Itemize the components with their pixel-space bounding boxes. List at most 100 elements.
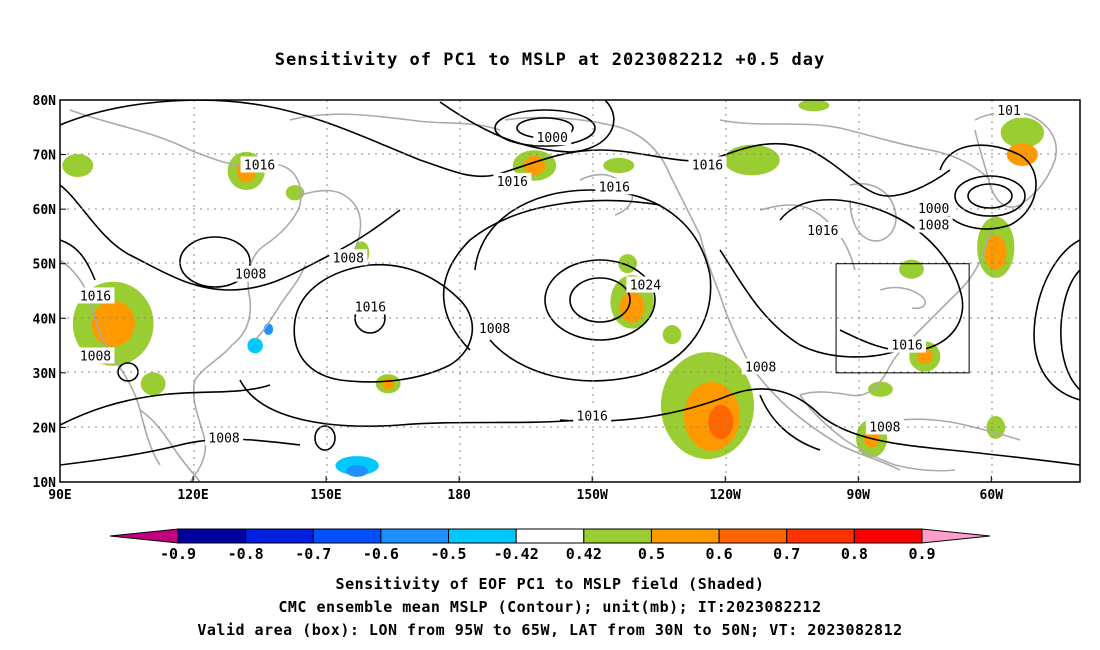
coastline-layer [60,109,1057,482]
colorbar-label-4: -0.5 [430,545,466,563]
colorbar-segment-8 [718,528,788,544]
lon-tick-label-7: 60W [980,488,1004,503]
colorbar-low-triangle [109,528,179,544]
colorbar-label-11: 0.9 [908,545,935,563]
contour-label-bg-15 [76,347,115,364]
contour-label-bg-3 [240,156,279,173]
grid-layer [60,100,1080,482]
contour-label-bg-9 [231,265,270,282]
contour-label-bg-14 [475,320,514,337]
shaded-area-26 [62,154,94,177]
colorbar-label-8: 0.6 [706,545,733,563]
colorbar-label-9: 0.7 [773,545,800,563]
shaded-area-33 [868,381,893,397]
lon-tick-label-3: 180 [447,488,471,503]
colorbar-segment-4 [448,528,517,544]
contour-label-bg-17 [741,358,780,375]
contour-label-3: 1016 [244,158,275,173]
valid-area-box [835,263,970,374]
contour-label-17: 1008 [745,360,776,375]
shaded-area-22 [381,378,395,390]
shaded-area-13 [984,235,1007,270]
contour-label-18: 1016 [891,339,922,354]
colorbar-segment-0 [177,528,247,544]
colorbar-segment-1 [245,528,314,544]
shaded-area-37 [247,337,263,354]
contour-label-11: 1016 [80,289,111,304]
colorbar-label-10: 0.8 [841,545,868,563]
contour-label-13: 1024 [630,279,661,294]
colorbar-segment-5 [515,528,585,544]
colorbar-high-triangle [921,528,991,544]
contour-label-0: 1000 [537,131,568,146]
colorbar-label-7: 0.5 [638,545,665,563]
contour-label-12: 1016 [355,300,386,315]
map-title: Sensitivity of PC1 to MSLP at 2023082212… [274,50,826,70]
contour-label-7: 1008 [918,219,949,234]
lat-tick-label-5: 60N [33,203,57,218]
caption-valid-area: Valid area (box): LON from 95W to 65W, L… [197,621,903,639]
colorbar-label-0: -0.9 [160,545,196,563]
lon-tick-label-6: 90W [847,488,871,503]
contour-label-9: 1008 [235,268,266,283]
shaded-area-19 [1000,117,1045,149]
shaded-area-29 [603,157,635,174]
shaded-area-28 [798,100,830,112]
contour-label-14: 1008 [479,322,510,337]
lon-tick-label-4: 150W [577,488,608,503]
colorbar-label-2: -0.7 [295,545,331,563]
lat-tick-label-0: 10N [33,476,57,491]
contour-label-15: 1008 [80,349,111,364]
contour-label-bg-20 [205,429,244,446]
lat-tick-label-6: 70N [33,149,57,164]
contour-label-bg-13 [626,276,665,293]
lon-tick-label-2: 150E [310,488,341,503]
colorbar-label-3: -0.6 [363,545,399,563]
shaded-area-35 [346,465,368,477]
shaded-area-27 [662,325,682,345]
contour-label-bg-2 [595,178,634,195]
colorbar-segment-3 [380,528,450,544]
contour-label-10: 1008 [333,251,364,266]
colorbar-segment-7 [650,528,720,544]
colorbar-segment-6 [583,528,652,544]
shaded-area-17 [917,348,933,365]
colorbar [109,528,991,544]
contour-label-bg-18 [888,336,927,353]
contour-label-bg-10 [329,249,368,266]
contour-label-19: 1008 [869,420,900,435]
contour-label-bg-16 [573,407,612,424]
contour-label-bg-0 [533,129,572,146]
caption-shaded: Sensitivity of EOF PC1 to MSLP field (Sh… [335,575,765,593]
shaded-area-32 [618,254,637,274]
shaded-area-30 [285,185,305,201]
shaded-area-25 [140,372,166,396]
contour-label-20: 1008 [208,431,239,446]
map-frame [59,99,1081,483]
contour-labels: 1000 1016 1016 1016 1016 1016 1000 1008 101 1008 1… [76,101,1024,446]
shaded-area-36 [263,323,274,335]
contour-label-4: 1016 [692,158,723,173]
lon-tick-labels: 90E 120E 150E 180 150W 120W 90W 60W [48,476,1003,503]
lat-tick-label-3: 40N [33,312,57,327]
shaded-area-31 [899,259,924,279]
shaded-area-4 [619,292,645,323]
shaded-area-20 [1006,143,1038,167]
contour-label-16: 1016 [577,410,608,425]
shaded-area-6 [91,300,135,347]
contour-label-bg-19 [865,418,904,435]
contour-label-bg-11 [76,287,115,304]
colorbar-labels: -0.9 -0.8 -0.7 -0.6 -0.5 -0.42 0.42 0.5 0.6 0.7 0.… [160,545,936,563]
lat-tick-label-2: 30N [33,367,57,382]
contour-label-bg-7 [914,216,953,233]
contour-label-bg-5 [803,221,842,238]
contour-label-5: 1016 [807,224,838,239]
shaded-area-11 [723,144,780,176]
lat-tick-label-1: 20N [33,421,57,436]
colorbar-segment-9 [786,528,855,544]
contour-label-bg-4 [688,156,727,173]
contour-label-bg-6 [914,200,953,217]
contour-label-6: 1000 [918,202,949,217]
contour-layer [60,100,1080,466]
